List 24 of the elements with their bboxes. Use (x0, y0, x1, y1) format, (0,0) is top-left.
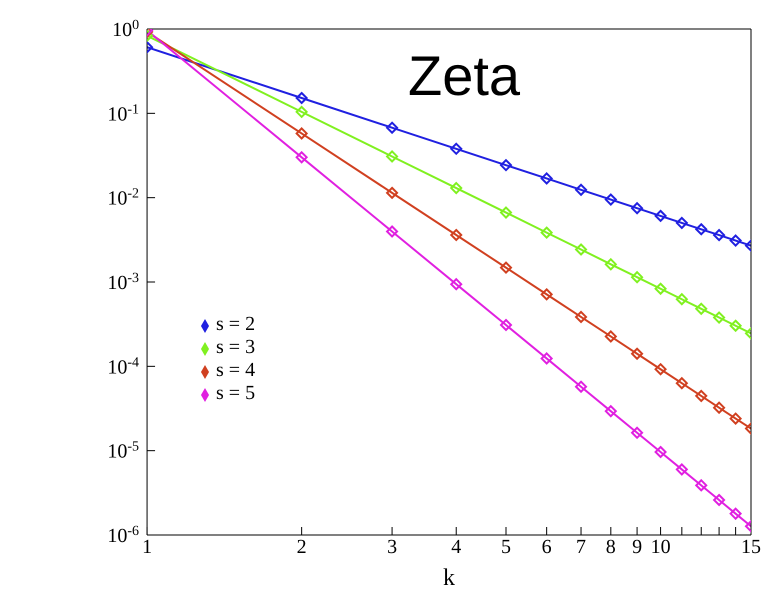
x-tick-label: 3 (387, 536, 398, 558)
x-tick-label: 7 (576, 536, 586, 558)
legend-label: s = 2 (216, 313, 256, 335)
y-tick-label: 10$^{-2}$ (107, 186, 140, 210)
x-tick-label: 8 (606, 536, 616, 558)
x-tick-label: 10 (650, 536, 671, 558)
y-tick-label: 10$^{-5}$ (107, 439, 140, 463)
x-tick-label: 9 (632, 536, 642, 558)
x-axis-title: k (443, 565, 456, 591)
x-tick-label: 1 (142, 536, 152, 558)
x-tick-label: 4 (451, 536, 462, 558)
y-tick-label: 10$^{0}$ (112, 18, 140, 41)
y-tick-label: 10$^{-3}$ (107, 270, 140, 294)
legend-label: s = 4 (216, 359, 256, 381)
legend-label: s = 3 (216, 336, 256, 358)
x-tick-label: 5 (500, 536, 511, 558)
y-tick-label: 10$^{-4}$ (107, 354, 140, 378)
legend-label: s = 5 (216, 382, 256, 404)
y-tick-label: 10$^{-1}$ (107, 102, 140, 126)
x-tick-label: 2 (296, 536, 307, 558)
chart-title: Zeta (408, 44, 520, 107)
y-tick-label: 10$^{-6}$ (107, 524, 140, 547)
x-tick-label: 6 (542, 536, 552, 558)
x-tick-label: 15 (741, 536, 761, 558)
